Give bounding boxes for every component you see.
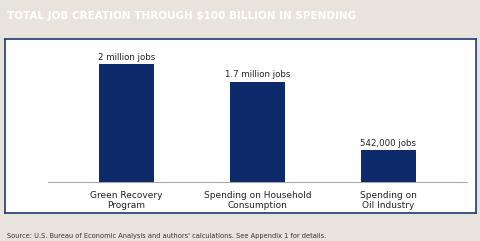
Bar [99,64,154,182]
Text: 2 million jobs: 2 million jobs [98,53,155,62]
Text: TOTAL JOB CREATION THROUGH $100 BILLION IN SPENDING: TOTAL JOB CREATION THROUGH $100 BILLION … [7,11,356,21]
Bar [229,82,284,182]
Text: Source: U.S. Bureau of Economic Analysis and authors' calculations. See Appendix: Source: U.S. Bureau of Economic Analysis… [7,233,326,239]
Bar [360,150,415,182]
Text: 542,000 jobs: 542,000 jobs [360,139,415,148]
Text: 1.7 million jobs: 1.7 million jobs [224,70,289,79]
